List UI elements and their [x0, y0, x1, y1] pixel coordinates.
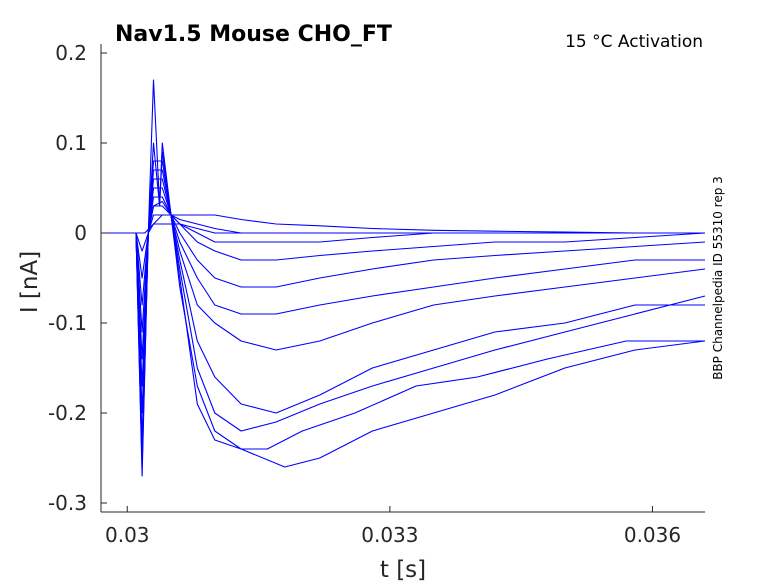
- y-tick-label: 0: [74, 221, 87, 245]
- y-tick-label: 0.1: [55, 131, 87, 155]
- y-tick-label: -0.3: [48, 491, 87, 515]
- x-tick-label: 0.036: [624, 523, 681, 547]
- x-tick-label: 0.033: [361, 523, 418, 547]
- current-trace-11: [101, 214, 705, 252]
- current-trace-1: [101, 79, 706, 477]
- y-tick-label: -0.2: [48, 401, 87, 425]
- y-tick-label: -0.1: [48, 311, 87, 335]
- x-axis-label: t [s]: [380, 557, 426, 583]
- y-axis-label: I [nA]: [17, 251, 43, 313]
- channelpedia-id-label: BBP Channelpedia ID 55310 rep 3: [711, 176, 725, 380]
- x-tick-label: 0.03: [105, 523, 150, 547]
- axes: 0.2 0.1 0 -0.1 -0.2 -0.3 0.03 0.033 0.036: [48, 41, 705, 547]
- trace-lines: [101, 79, 706, 477]
- current-trace-12: [101, 223, 705, 234]
- chart-title: Nav1.5 Mouse CHO_FT: [115, 22, 392, 47]
- chart-subtitle: 15 °C Activation: [565, 32, 703, 52]
- y-tick-label: 0.2: [55, 41, 87, 65]
